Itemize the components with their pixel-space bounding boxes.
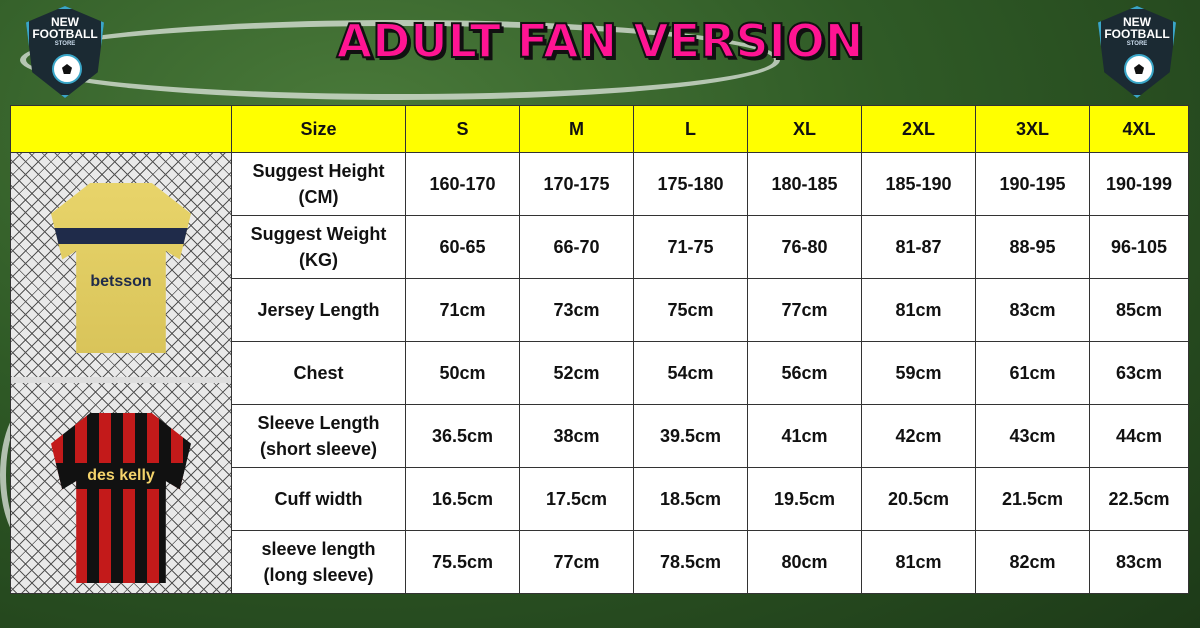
size-header-xl: XL [747,105,862,153]
size-chart-table: Size S M L XL 2XL 3XL 4XL betsson des kelly Sugg… [10,105,1189,594]
table-row: sleeve length (long sleeve) 75.5cm 77cm 78.5… [11,530,1189,594]
table-cell: 77cm [519,530,634,594]
table-cell: 83cm [975,278,1090,342]
table-cell: 39.5cm [633,404,748,468]
header-row: Size S M L XL 2XL 3XL 4XL [10,105,1189,153]
row-label-text: (CM) [298,187,339,207]
table-cell: 175-180 [633,152,748,216]
table-cell: 18.5cm [633,467,748,531]
table-cell: 42cm [861,404,976,468]
row-label-text: Jersey Length [257,300,380,320]
table-cell: 52cm [519,341,634,405]
row-label: Suggest Weight (KG) [231,215,406,279]
table-cell: 22.5cm [1089,467,1189,531]
table-cell: 85cm [1089,278,1189,342]
table-cell: 44cm [1089,404,1189,468]
table-cell: 81-87 [861,215,976,279]
table-cell: 78.5cm [633,530,748,594]
row-label-text: Suggest Weight [250,224,387,244]
football-icon [1124,54,1154,84]
table-cell: 54cm [633,341,748,405]
table-cell: 38cm [519,404,634,468]
row-label-text: (long sleeve) [263,565,374,585]
size-header-3xl: 3XL [975,105,1090,153]
football-icon [52,54,82,84]
table-cell: 80cm [747,530,862,594]
table-row: Sleeve Length (short sleeve) 36.5cm 38cm 39.… [11,404,1189,468]
table-cell: 41cm [747,404,862,468]
table-row: Cuff width 16.5cm 17.5cm 18.5cm 19.5cm 20.5cm… [11,467,1189,531]
table-cell: 71-75 [633,215,748,279]
table-cell: 36.5cm [405,404,520,468]
table-cell: 96-105 [1089,215,1189,279]
row-label-text: (KG) [299,250,338,270]
jersey-photo-striped: des kelly [11,383,231,593]
size-header-l: L [633,105,748,153]
table-cell: 19.5cm [747,467,862,531]
table-cell: 81cm [861,278,976,342]
table-cell: 61cm [975,341,1090,405]
table-cell: 16.5cm [405,467,520,531]
table-row: betsson des kelly Suggest Height (CM) 160-17… [10,152,1189,594]
table-cell: 75.5cm [405,530,520,594]
table-cell: 170-175 [519,152,634,216]
size-header-2xl: 2XL [861,105,976,153]
table-row: Jersey Length 71cm 73cm 75cm 77cm 81cm 83cm 85c… [11,278,1189,342]
row-label-text: Cuff width [274,489,363,509]
table-cell: 185-190 [861,152,976,216]
table-cell: 59cm [861,341,976,405]
table-cell: 83cm [1089,530,1189,594]
row-label: Sleeve Length (short sleeve) [231,404,406,468]
table-cell: 50cm [405,341,520,405]
table-cell: 75cm [633,278,748,342]
table-cell: 56cm [747,341,862,405]
header-blank [10,105,232,153]
size-header-4xl: 4XL [1089,105,1189,153]
table-cell: 20.5cm [861,467,976,531]
table-cell: 17.5cm [519,467,634,531]
store-logo: NEW FOOTBALL STORE [1098,6,1176,98]
table-cell: 88-95 [975,215,1090,279]
table-cell: 43cm [975,404,1090,468]
row-label: Cuff width [231,467,406,531]
table-cell: 21.5cm [975,467,1090,531]
size-header-m: M [519,105,634,153]
row-label: Suggest Height (CM) [231,152,406,216]
jersey-photo-yellow: betsson [11,153,231,377]
table-cell: 73cm [519,278,634,342]
table-cell: 190-199 [1089,152,1189,216]
table-cell: 190-195 [975,152,1090,216]
page-title: ADULT FAN VERSION [336,13,865,69]
row-label-text: Chest [293,363,344,383]
row-label-text: (short sleeve) [259,439,378,459]
size-header-s: S [405,105,520,153]
row-label: Jersey Length [231,278,406,342]
table-cell: 160-170 [405,152,520,216]
table-cell: 66-70 [519,215,634,279]
row-label: sleeve length (long sleeve) [231,530,406,594]
row-label-text: Sleeve Length [257,413,380,433]
jersey-photos: betsson des kelly [10,152,232,594]
row-label-text: sleeve length [261,539,376,559]
table-cell: 81cm [861,530,976,594]
table-cell: 77cm [747,278,862,342]
table-cell: 71cm [405,278,520,342]
size-header: Size [231,105,406,153]
table-cell: 180-185 [747,152,862,216]
row-label-text: Suggest Height [252,161,385,181]
table-row: Suggest Weight (KG) 60-65 66-70 71-75 76-80 81… [11,215,1189,279]
table-cell: 63cm [1089,341,1189,405]
table-cell: 76-80 [747,215,862,279]
table-cell: 60-65 [405,215,520,279]
pitch-line [20,20,780,100]
store-logo: NEW FOOTBALL STORE [26,6,104,98]
row-label: Chest [231,341,406,405]
table-cell: 82cm [975,530,1090,594]
